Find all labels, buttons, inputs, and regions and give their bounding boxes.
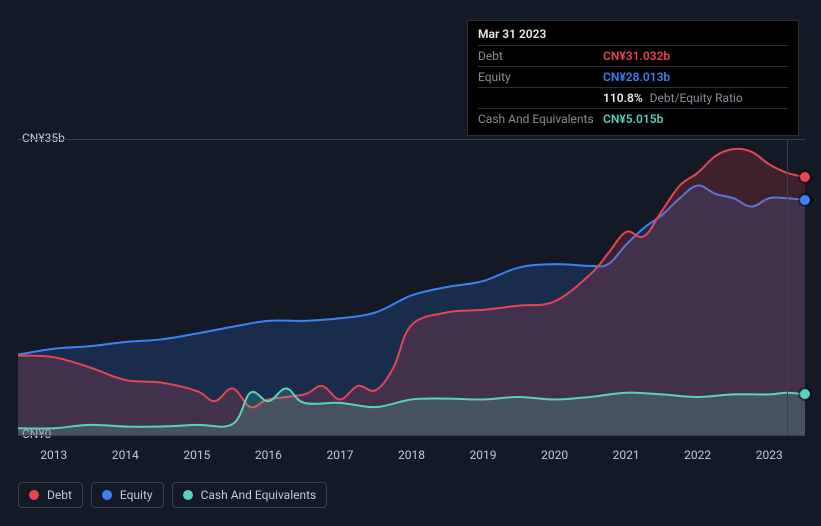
tooltip-row-value: CN¥31.032b	[603, 49, 670, 63]
tooltip-date: Mar 31 2023	[478, 27, 788, 45]
x-axis-label: 2020	[541, 448, 568, 462]
hover-vertical-line	[787, 139, 788, 435]
tooltip-row-label: Cash And Equivalents	[478, 112, 603, 126]
legend-item-equity[interactable]: Equity	[91, 482, 164, 508]
x-axis-label: 2016	[255, 448, 282, 462]
legend-item-debt[interactable]: Debt	[18, 482, 83, 508]
legend-item-cash[interactable]: Cash And Equivalents	[172, 482, 328, 508]
x-axis-label: 2023	[756, 448, 783, 462]
x-axis-label: 2013	[40, 448, 67, 462]
x-axis-label: 2018	[398, 448, 425, 462]
legend-item-label: Cash And Equivalents	[201, 488, 317, 502]
tooltip-row-value: CN¥28.013b	[603, 70, 670, 84]
cash-end-marker	[800, 389, 810, 399]
tooltip-row: Cash And EquivalentsCN¥5.015b	[478, 108, 788, 129]
tooltip-row-extra: Debt/Equity Ratio	[647, 91, 743, 105]
x-axis-label: 2019	[470, 448, 497, 462]
chart-plot	[18, 139, 805, 435]
tooltip-row-label	[478, 91, 603, 105]
tooltip-row: DebtCN¥31.032b	[478, 45, 788, 66]
x-axis-label: 2022	[684, 448, 711, 462]
tooltip-row: 110.8% Debt/Equity Ratio	[478, 87, 788, 108]
tooltip-row-label: Equity	[478, 70, 603, 84]
debt-end-marker	[800, 172, 810, 182]
x-axis-label: 2014	[112, 448, 139, 462]
chart-tooltip: Mar 31 2023 DebtCN¥31.032bEquityCN¥28.01…	[467, 20, 799, 136]
x-axis-label: 2021	[613, 448, 640, 462]
legend-item-label: Debt	[47, 488, 72, 502]
equity-end-marker	[800, 195, 810, 205]
debt-legend-dot-icon	[29, 490, 39, 500]
chart-legend: Debt Equity Cash And Equivalents	[18, 482, 327, 508]
legend-item-label: Equity	[120, 488, 153, 502]
debt-area	[18, 149, 805, 435]
tooltip-row-label: Debt	[478, 49, 603, 63]
equity-legend-dot-icon	[102, 490, 112, 500]
x-axis-label: 2017	[326, 448, 353, 462]
chart-border-bottom	[18, 435, 805, 436]
tooltip-row: EquityCN¥28.013b	[478, 66, 788, 87]
cash-legend-dot-icon	[183, 490, 193, 500]
x-axis-label: 2015	[183, 448, 210, 462]
tooltip-row-value: CN¥5.015b	[603, 112, 663, 126]
tooltip-row-value: 110.8% Debt/Equity Ratio	[603, 91, 743, 105]
